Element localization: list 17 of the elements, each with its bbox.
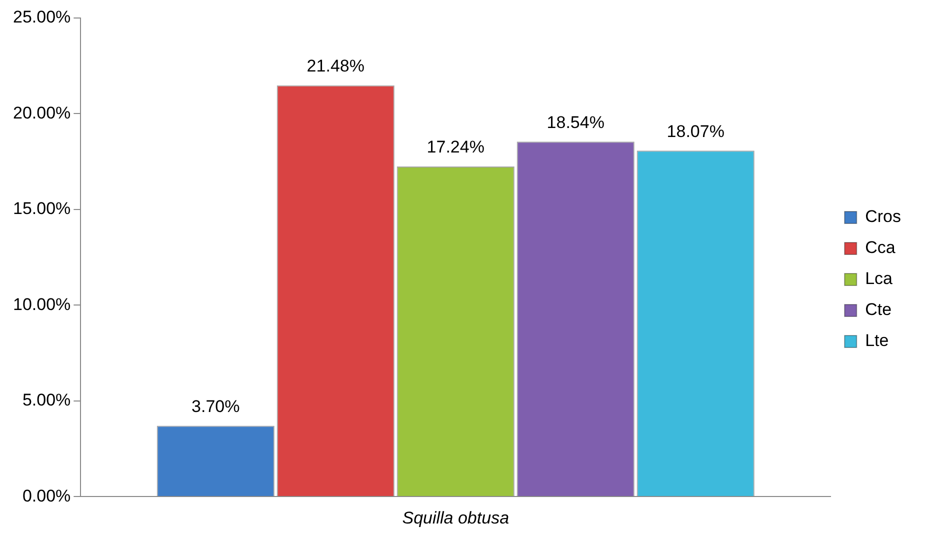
data-label: 3.70% — [192, 396, 240, 416]
y-tick-label: 5.00% — [22, 390, 71, 410]
data-label: 21.48% — [306, 56, 364, 76]
legend-label: Lte — [865, 331, 889, 350]
y-tick-label: 0.00% — [22, 486, 71, 506]
legend-label: Cca — [865, 238, 896, 258]
y-tick-label: 10.00% — [12, 294, 71, 314]
legend-label: Lca — [865, 269, 894, 288]
y-tick-label: 20.00% — [12, 103, 71, 122]
y-tick-label: 25.00% — [12, 8, 71, 27]
data-label: 18.54% — [546, 112, 604, 132]
legend-label: Cros — [865, 207, 902, 226]
y-tick-label: 15.00% — [12, 199, 71, 218]
x-tick-label: Squilla obtusa — [402, 508, 510, 528]
data-label: 18.07% — [666, 122, 724, 141]
data-label: 17.24% — [426, 138, 484, 157]
legend-label: Cte — [865, 300, 892, 320]
